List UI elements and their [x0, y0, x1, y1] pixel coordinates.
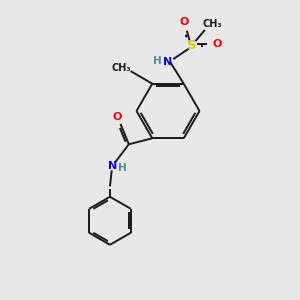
Text: O: O — [213, 39, 222, 49]
Text: O: O — [113, 112, 122, 122]
Text: H: H — [118, 163, 127, 173]
Text: N: N — [163, 57, 172, 67]
Text: N: N — [108, 161, 117, 171]
Text: S: S — [187, 39, 197, 52]
Text: O: O — [180, 16, 189, 27]
Text: CH₃: CH₃ — [112, 62, 131, 73]
Text: H: H — [153, 56, 162, 66]
Text: CH₃: CH₃ — [202, 19, 222, 29]
